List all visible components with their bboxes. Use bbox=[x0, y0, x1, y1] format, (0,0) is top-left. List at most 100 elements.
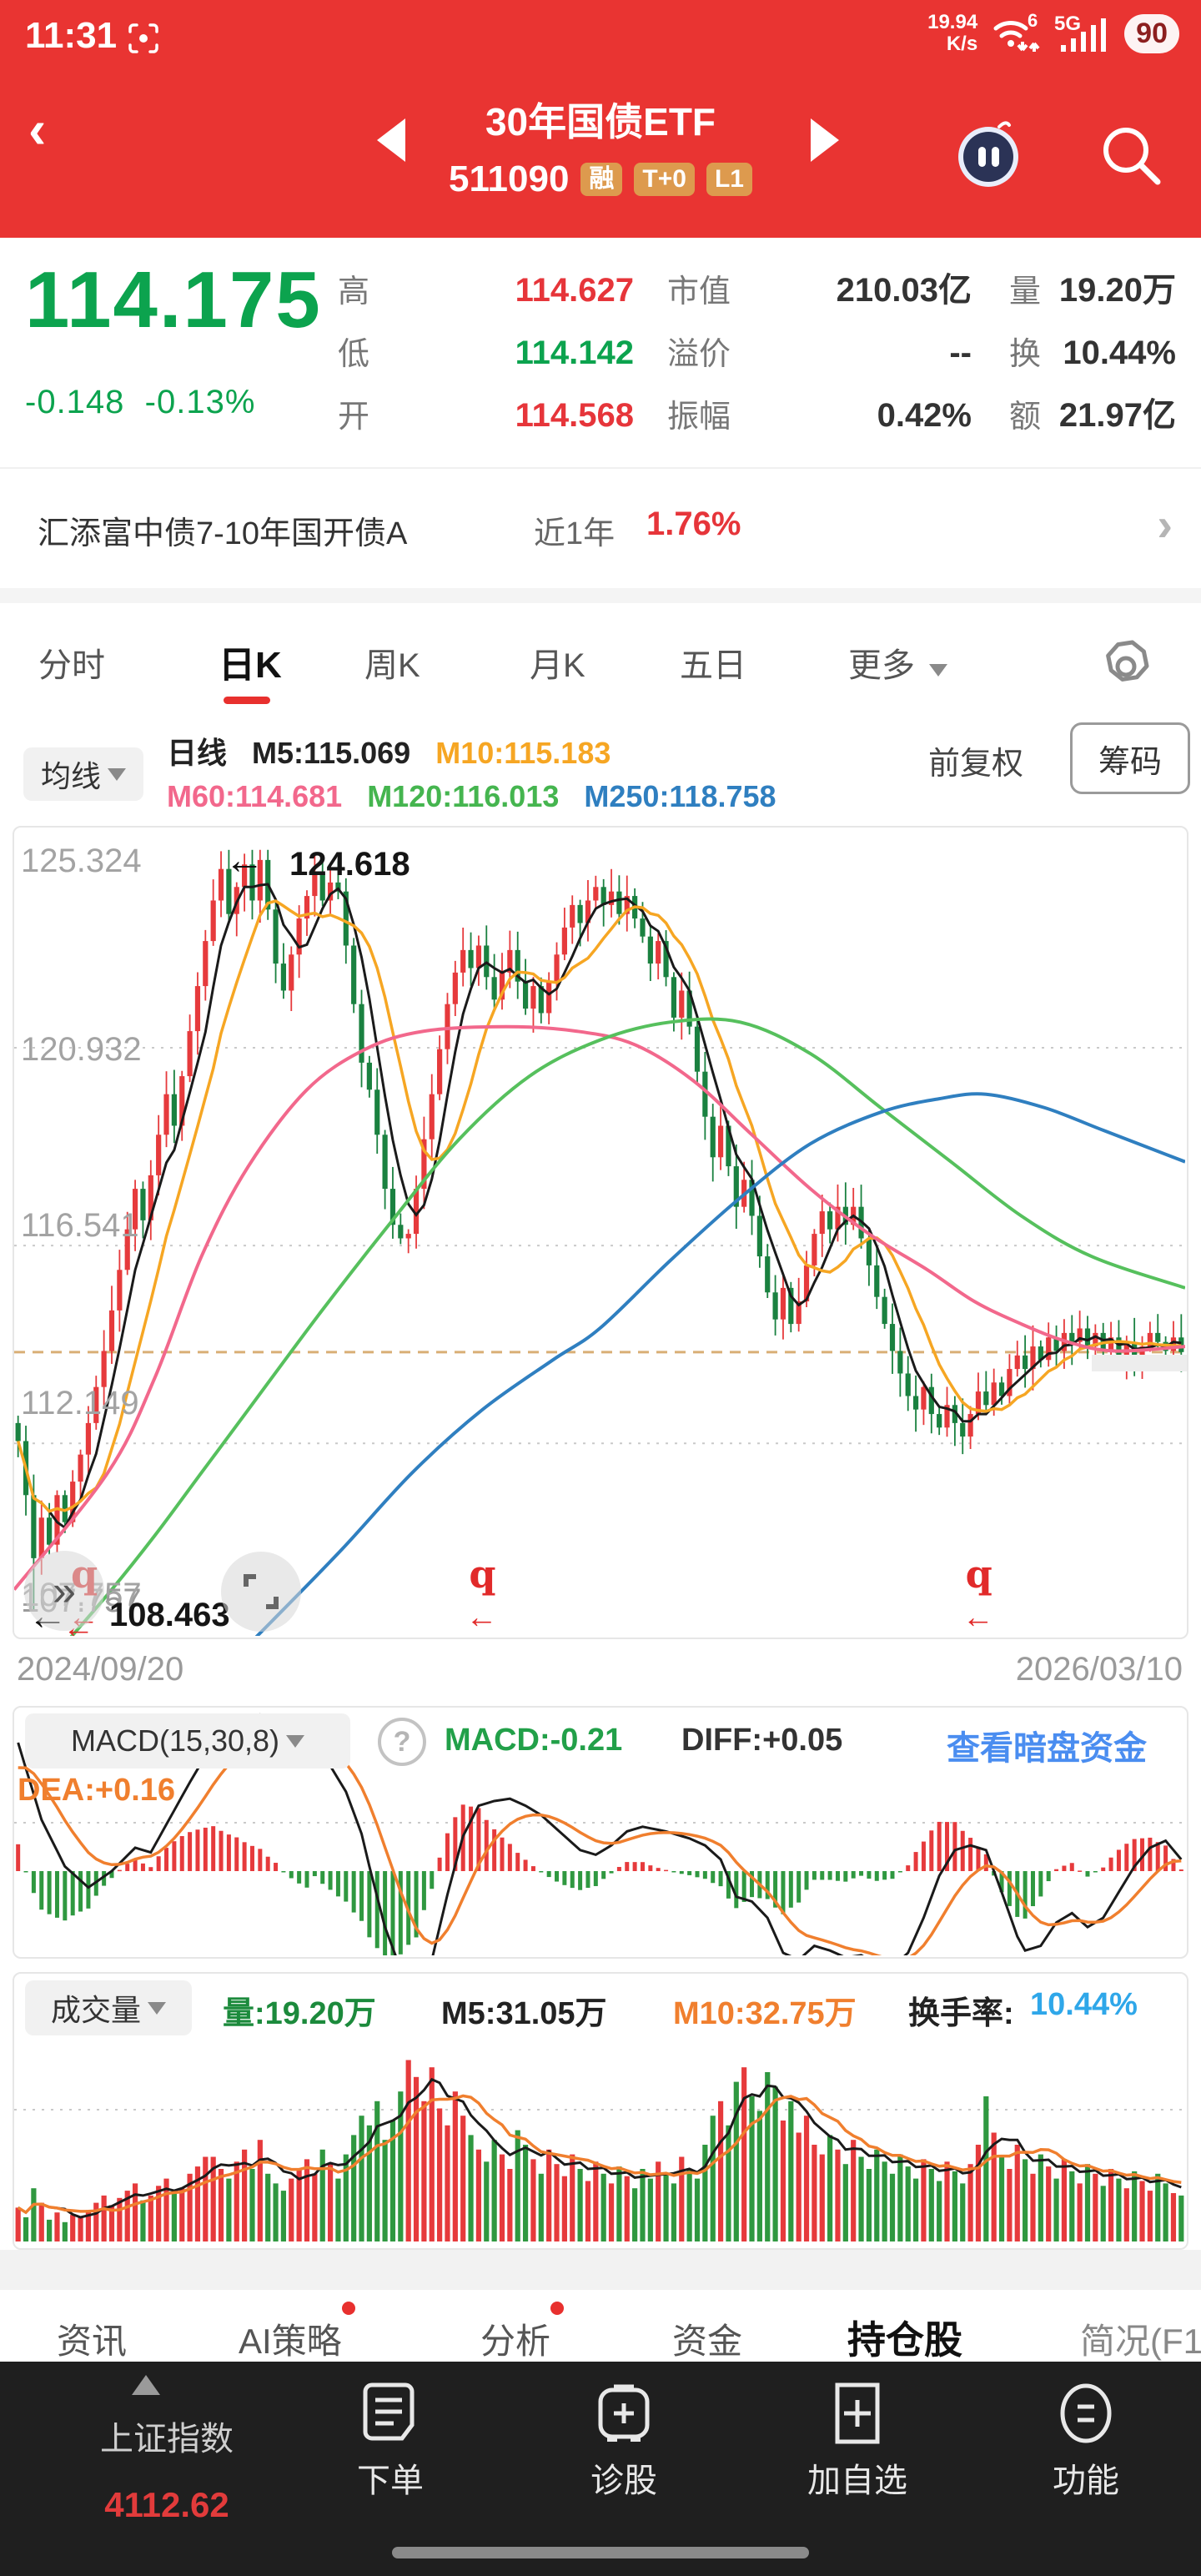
tab-weekly-k[interactable]: 周K bbox=[364, 647, 420, 684]
event-marker[interactable]: q bbox=[469, 1552, 496, 1597]
index-expand-arrow[interactable] bbox=[132, 2375, 160, 2395]
prev-stock-arrow[interactable] bbox=[377, 118, 405, 162]
stat-value: 21.97亿 bbox=[1058, 397, 1176, 434]
index-name[interactable]: 上证指数 bbox=[100, 2421, 234, 2458]
stat-label: 溢价 bbox=[667, 337, 731, 372]
search-icon[interactable] bbox=[1098, 122, 1164, 189]
order-icon bbox=[363, 2382, 415, 2441]
volume-current: 量:19.20万 bbox=[223, 1996, 376, 2031]
stat-value: 210.03亿 bbox=[836, 272, 972, 309]
active-tab-underline bbox=[224, 697, 270, 704]
tab-holdings[interactable]: 持仓股 bbox=[847, 2318, 962, 2362]
price-change: -0.148 -0.13% bbox=[25, 384, 256, 420]
badge-l1: L1 bbox=[706, 163, 752, 196]
clock: 11:31 bbox=[25, 15, 118, 56]
chevron-down-icon bbox=[929, 664, 948, 677]
x-axis-end-date: 2026/03/10 bbox=[1015, 1651, 1183, 1688]
stat-label: 低 bbox=[338, 337, 370, 372]
ma-line-2: M60:114.681 M120:116.013 M250:118.758 bbox=[167, 779, 776, 813]
net-speed: 19.94 K/s bbox=[927, 11, 978, 55]
x-axis-start-date: 2024/09/20 bbox=[17, 1651, 184, 1688]
chips-distribution-button[interactable]: 筹码 bbox=[1070, 722, 1190, 794]
macd-value: MACD:-0.21 bbox=[445, 1723, 623, 1758]
help-icon[interactable]: ? bbox=[378, 1718, 426, 1766]
turnover-value: 10.44% bbox=[1030, 1987, 1138, 2022]
functions-icon bbox=[1060, 2383, 1112, 2443]
event-marker-arrow: ← bbox=[465, 1600, 498, 1635]
last-price: 114.175 bbox=[25, 255, 322, 345]
tab-minute[interactable]: 分时 bbox=[38, 647, 105, 684]
badge-margin: 融 bbox=[580, 163, 623, 196]
tab-more[interactable]: 更多 bbox=[848, 638, 948, 687]
macd-params-dropdown[interactable]: MACD(15,30,8) bbox=[25, 1713, 350, 1768]
event-marker[interactable]: q bbox=[965, 1552, 992, 1597]
section-divider bbox=[0, 588, 1201, 603]
nav-add-watchlist[interactable]: 加自选 bbox=[791, 2382, 924, 2502]
chevron-down-icon bbox=[148, 2001, 166, 2015]
chart-settings-icon[interactable] bbox=[1094, 635, 1158, 698]
volume-chart[interactable]: 成交量 量:19.20万 M5:31.05万 M10:32.75万 换手率: 1… bbox=[13, 1972, 1188, 2250]
diagnose-icon bbox=[598, 2384, 650, 2442]
stat-value: -- bbox=[949, 335, 972, 371]
tab-analysis[interactable]: 分析 bbox=[480, 2302, 565, 2364]
diff-value: DIFF:+0.05 bbox=[681, 1723, 843, 1758]
chevron-down-icon bbox=[286, 1734, 305, 1748]
add-watchlist-icon bbox=[835, 2382, 880, 2444]
home-indicator[interactable] bbox=[392, 2547, 809, 2558]
quote-panel: 114.175 -0.148 -0.13% 高 114.627 低 114.14… bbox=[0, 238, 1201, 467]
battery-indicator: 90 bbox=[1124, 13, 1179, 53]
nav-place-order[interactable]: 下单 bbox=[324, 2382, 457, 2502]
bottom-nav-bar: 上证指数 4112.62 下单 诊股 bbox=[0, 2362, 1201, 2576]
stock-code: 511090 bbox=[449, 158, 570, 199]
section-divider bbox=[0, 2250, 1201, 2292]
y-axis-label: 116.541 bbox=[21, 1207, 139, 1244]
volume-dropdown[interactable]: 成交量 bbox=[25, 1980, 192, 2035]
tab-monthly-k[interactable]: 月K bbox=[530, 647, 585, 684]
y-axis-label: 120.932 bbox=[21, 1031, 142, 1068]
related-fund-row[interactable]: 汇添富中债7-10年国开债A 近1年 1.76% › bbox=[0, 467, 1201, 590]
tab-f10-profile[interactable]: 简况(F10) bbox=[1080, 2322, 1201, 2361]
ma-line-1: 日线 M5:115.069 M10:115.183 bbox=[167, 736, 611, 770]
badge-t0: T+0 bbox=[634, 163, 695, 196]
wifi-icon: 6 bbox=[993, 12, 1040, 52]
tab-ai-strategy[interactable]: AI策略 bbox=[239, 2302, 355, 2364]
adjust-mode-toggle[interactable]: 前复权 bbox=[928, 747, 1024, 782]
tab-five-day[interactable]: 五日 bbox=[680, 647, 746, 684]
y-axis-label: 112.149 bbox=[21, 1385, 139, 1421]
svg-text:6: 6 bbox=[1028, 12, 1038, 31]
dark-pool-link[interactable]: 查看暗盘资金 bbox=[947, 1730, 1147, 1767]
ai-robot-icon[interactable] bbox=[951, 117, 1026, 192]
collapse-button[interactable]: » bbox=[24, 1551, 104, 1631]
nav-functions[interactable]: 功能 bbox=[1019, 2382, 1153, 2502]
volume-m10: M10:32.75万 bbox=[673, 1996, 857, 2031]
x-axis: 2024/09/20 2026/03/10 bbox=[0, 1639, 1201, 1706]
back-button[interactable]: ‹ bbox=[28, 99, 47, 159]
price-flag-band bbox=[1092, 1355, 1187, 1371]
candlestick-chart[interactable]: 107.757 125.324 120.932 116.541 112.149 … bbox=[13, 826, 1188, 1643]
stat-label: 额 bbox=[1009, 400, 1042, 435]
stat-label: 开 bbox=[338, 400, 370, 435]
stat-label: 振幅 bbox=[667, 400, 731, 435]
ma-indicator-header: 均线 日线 M5:115.069 M10:115.183 M60:114.681… bbox=[0, 716, 1201, 826]
ma-dropdown[interactable]: 均线 bbox=[23, 747, 143, 801]
high-annotation-arrow: ← bbox=[224, 838, 264, 883]
macd-chart[interactable]: MACD(15,30,8) ? MACD:-0.21 DIFF:+0.05 DE… bbox=[13, 1706, 1188, 1959]
stat-value: 114.627 bbox=[515, 272, 634, 309]
tab-capital[interactable]: 资金 bbox=[672, 2322, 743, 2361]
stat-value: 0.42% bbox=[877, 397, 972, 434]
chevron-right-icon: › bbox=[1157, 498, 1173, 551]
fund-return: 1.76% bbox=[646, 506, 741, 542]
next-stock-arrow[interactable] bbox=[811, 118, 839, 162]
fullscreen-button[interactable] bbox=[221, 1552, 301, 1632]
tab-daily-k[interactable]: 日K bbox=[219, 645, 282, 686]
stock-subtitle: 511090 融 T+0 L1 bbox=[0, 158, 1201, 200]
chevron-down-icon bbox=[108, 767, 126, 781]
tab-news[interactable]: 资讯 bbox=[57, 2322, 128, 2361]
expand-icon bbox=[244, 1574, 279, 1609]
y-axis-label: 125.324 bbox=[21, 843, 142, 879]
stat-value: 114.142 bbox=[515, 335, 634, 371]
dea-value: DEA:+0.16 bbox=[18, 1773, 176, 1808]
stock-title: 30年国债ETF bbox=[485, 100, 716, 143]
nav-diagnose[interactable]: 诊股 bbox=[557, 2382, 691, 2502]
